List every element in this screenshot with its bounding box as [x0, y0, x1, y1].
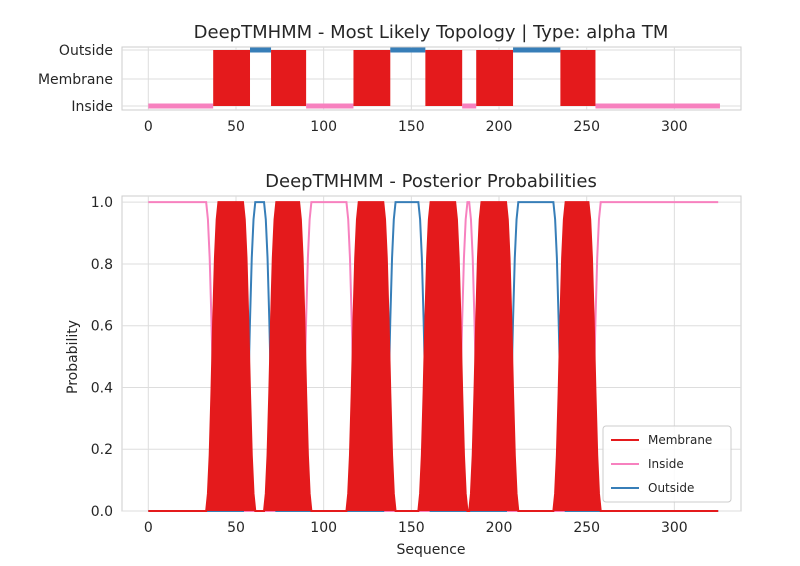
- topology-segment-membrane: [213, 50, 251, 106]
- legend-label-inside: Inside: [648, 457, 684, 471]
- posterior-y-tick-label: 0.6: [91, 319, 113, 335]
- topology-chart-title: DeepTMHMM - Most Likely Topology | Type:…: [194, 22, 669, 43]
- topology-x-tick-label: 250: [573, 119, 600, 135]
- topology-x-tick-label: 300: [661, 119, 688, 135]
- posterior-y-tick-label: 0.4: [91, 380, 113, 396]
- y-axis-label: Probability: [65, 320, 81, 394]
- topology-x-tick-label: 200: [486, 119, 513, 135]
- posterior-y-tick-label: 1.0: [91, 195, 113, 211]
- posterior-x-tick-label: 50: [227, 520, 245, 536]
- x-axis-label: Sequence: [396, 542, 465, 558]
- topology-y-ticks: Outside Membrane Inside: [38, 43, 113, 115]
- legend: Membrane Inside Outside: [602, 425, 732, 503]
- legend-label-membrane: Membrane: [648, 433, 712, 447]
- posterior-y-tick-label: 0.0: [91, 504, 113, 520]
- topology-x-tick-label: 50: [227, 119, 245, 135]
- topology-segment-membrane: [353, 50, 391, 106]
- legend-box: [602, 425, 732, 503]
- topology-y-tick-label: Inside: [71, 99, 113, 115]
- topology-x-tick-label: 100: [310, 119, 337, 135]
- topology-y-tick-label: Outside: [59, 43, 113, 59]
- posterior-y-ticks: 0.0 0.2 0.4 0.6 0.8 1.0: [91, 195, 113, 520]
- topology-segment-membrane: [560, 50, 596, 106]
- posterior-line-membrane: [148, 201, 719, 512]
- posterior-x-tick-label: 300: [661, 520, 688, 536]
- posterior-y-tick-label: 0.2: [91, 442, 113, 458]
- topology-segment-membrane: [476, 50, 514, 106]
- topology-segment-membrane: [425, 50, 463, 106]
- topology-plot-area: [148, 47, 720, 109]
- posterior-fill-membrane: [148, 202, 719, 511]
- posterior-chart-title: DeepTMHMM - Posterior Probabilities: [265, 171, 597, 192]
- posterior-plot-area: [148, 201, 719, 512]
- posterior-x-ticks: 0 50 100 150 200 250 300: [144, 520, 688, 536]
- topology-segment-membrane: [271, 50, 307, 106]
- posterior-y-tick-label: 0.8: [91, 257, 113, 273]
- topology-y-tick-label: Membrane: [38, 72, 113, 88]
- topology-x-tick-label: 0: [144, 119, 153, 135]
- posterior-x-tick-label: 150: [398, 520, 425, 536]
- topology-x-ticks: 0 50 100 150 200 250 300: [144, 119, 688, 135]
- posterior-x-tick-label: 250: [573, 520, 600, 536]
- posterior-x-tick-label: 100: [310, 520, 337, 536]
- legend-label-outside: Outside: [648, 481, 694, 495]
- topology-x-tick-label: 150: [398, 119, 425, 135]
- posterior-x-tick-label: 200: [486, 520, 513, 536]
- posterior-x-tick-label: 0: [144, 520, 153, 536]
